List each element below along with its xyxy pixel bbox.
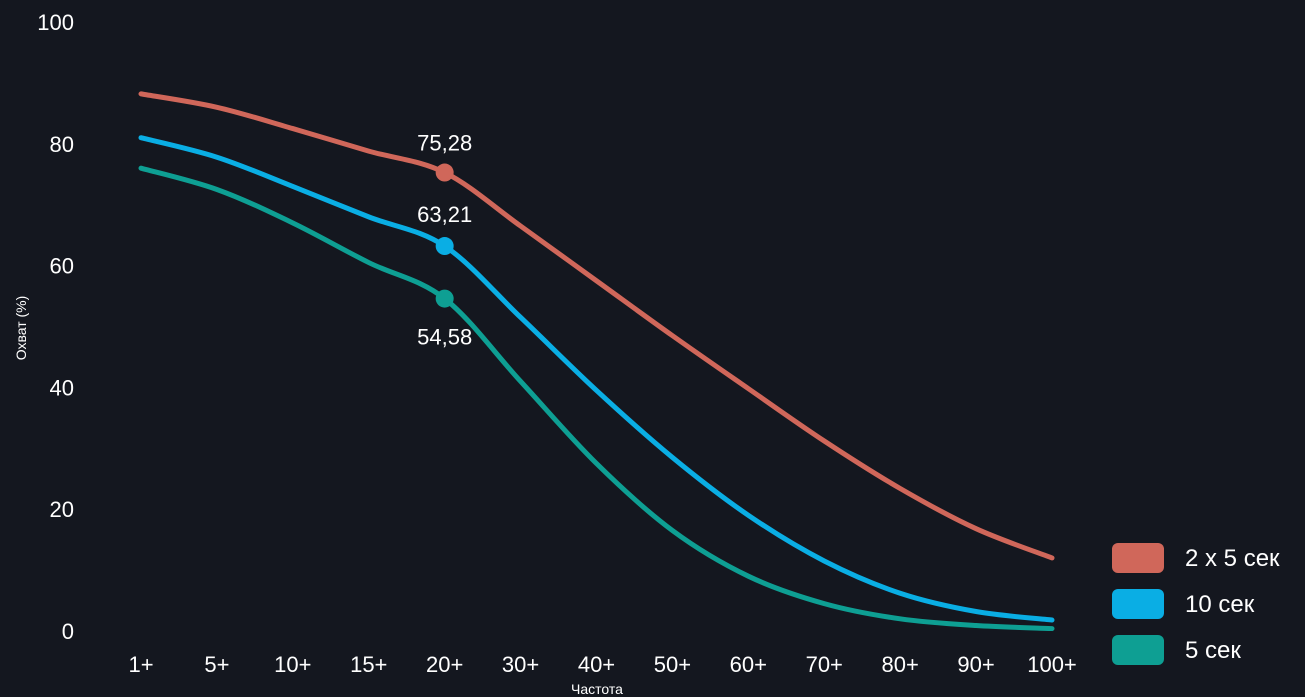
x-tick-label: 50+: [654, 652, 691, 677]
data-label: 54,58: [417, 325, 472, 350]
x-axis-title: Частота: [571, 681, 623, 697]
highlight-marker: [435, 237, 454, 256]
x-tick-label: 1+: [128, 652, 153, 677]
series-lines: [138, 91, 1055, 632]
x-tick-label: 90+: [957, 652, 994, 677]
y-tick-label: 80: [50, 132, 74, 157]
y-axis-title: Охват (%): [13, 296, 29, 361]
x-tick-label: 15+: [350, 652, 387, 677]
y-tick-label: 40: [50, 375, 74, 400]
x-tick-label: 30+: [502, 652, 539, 677]
y-tick-label: 0: [62, 619, 74, 644]
legend: 2 x 5 сек 10 сек 5 сек: [1112, 543, 1280, 665]
y-axis-ticks: 0 20 40 60 80 100: [37, 10, 74, 644]
data-label: 75,28: [417, 131, 472, 156]
y-tick-label: 20: [50, 497, 74, 522]
x-tick-label: 80+: [882, 652, 919, 677]
x-tick-label: 20+: [426, 652, 463, 677]
data-label: 63,21: [417, 202, 472, 227]
series-line: [138, 91, 1055, 561]
series-line: [138, 165, 1055, 632]
legend-swatch: [1112, 543, 1164, 573]
x-tick-label: 5+: [204, 652, 229, 677]
y-tick-label: 60: [50, 254, 74, 279]
highlight-marker: [435, 163, 454, 182]
legend-label: 5 сек: [1185, 637, 1241, 664]
legend-label: 10 сек: [1185, 591, 1255, 618]
y-tick-label: 100: [37, 10, 74, 35]
highlight-marker: [435, 289, 454, 308]
x-tick-label: 70+: [806, 652, 843, 677]
x-tick-label: 10+: [274, 652, 311, 677]
x-axis-ticks: 1+ 5+ 10+ 15+ 20+ 30+ 40+ 50+ 60+ 70+ 80+ 90+ 100+: [128, 652, 1076, 677]
series-line: [138, 135, 1055, 623]
highlight-points: 75,28 63,21 54,58: [417, 131, 472, 350]
legend-label: 2 x 5 сек: [1185, 545, 1280, 572]
x-tick-label: 100+: [1027, 652, 1077, 677]
legend-swatch: [1112, 635, 1164, 665]
x-tick-label: 60+: [730, 652, 767, 677]
x-tick-label: 40+: [578, 652, 615, 677]
legend-swatch: [1112, 589, 1164, 619]
